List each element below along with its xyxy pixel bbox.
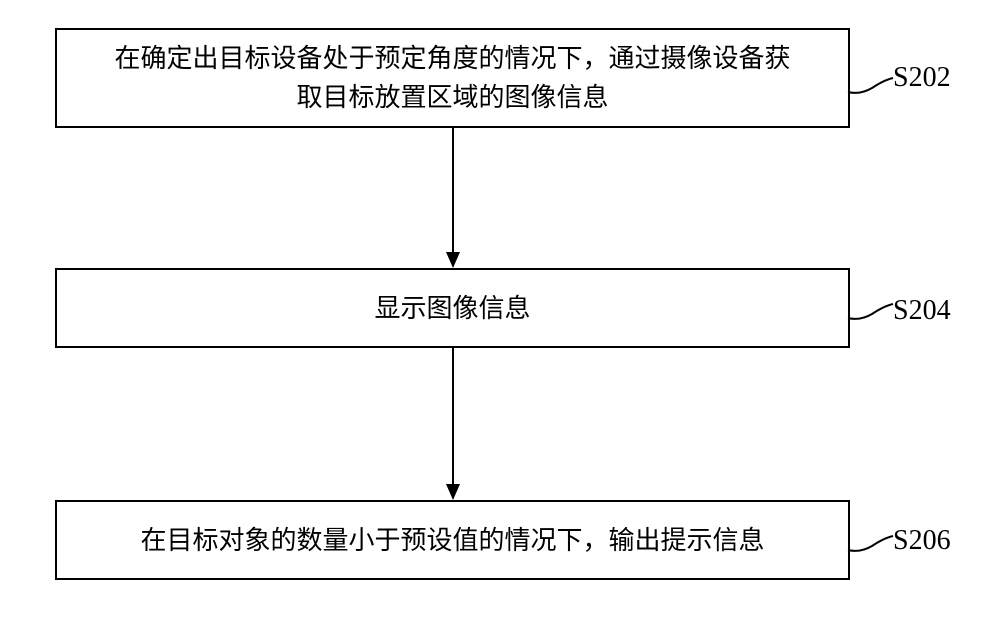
- flowchart-node-s206: 在目标对象的数量小于预设值的情况下，输出提示信息: [55, 500, 850, 580]
- flowchart-node-s204: 显示图像信息: [55, 268, 850, 348]
- arrow-s202-s204-head: [446, 252, 460, 268]
- node-s202-text: 在确定出目标设备处于预定角度的情况下，通过摄像设备获 取目标放置区域的图像信息: [114, 39, 790, 117]
- flowchart-node-s202: 在确定出目标设备处于预定角度的情况下，通过摄像设备获 取目标放置区域的图像信息: [55, 28, 850, 128]
- label-s204: S204: [893, 295, 951, 327]
- label-s206: S206: [893, 525, 951, 557]
- connector-s204: [848, 298, 898, 328]
- arrow-s202-s204-line: [452, 128, 454, 252]
- connector-s202: [848, 70, 898, 100]
- node-s206-text: 在目标对象的数量小于预设值的情况下，输出提示信息: [140, 521, 764, 560]
- connector-s206: [848, 528, 898, 558]
- label-s202: S202: [893, 62, 951, 94]
- arrow-s204-s206-line: [452, 348, 454, 484]
- node-s204-text: 显示图像信息: [374, 289, 530, 328]
- arrow-s204-s206-head: [446, 484, 460, 500]
- flowchart-canvas: 在确定出目标设备处于预定角度的情况下，通过摄像设备获 取目标放置区域的图像信息 …: [0, 0, 1000, 642]
